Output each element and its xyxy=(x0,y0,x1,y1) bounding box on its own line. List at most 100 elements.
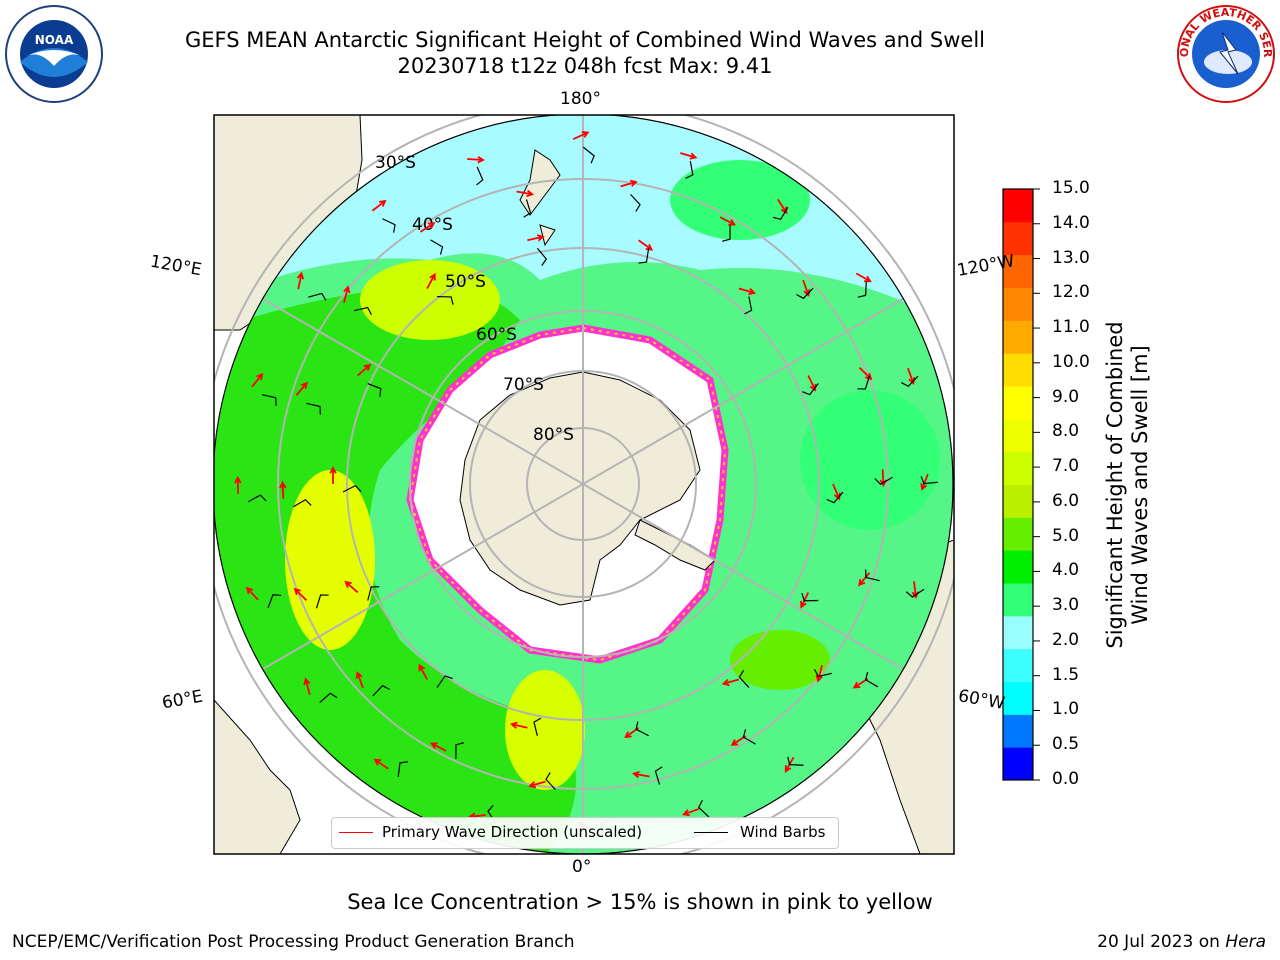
legend-wave-line xyxy=(339,832,373,833)
wave-arrow xyxy=(920,473,929,491)
wave-arrow xyxy=(467,156,485,164)
wave-field-5m xyxy=(214,284,576,854)
wave-arrow xyxy=(373,758,389,770)
colorbar-segment xyxy=(1003,254,1033,288)
lat-label-70s: 70°S xyxy=(503,375,544,395)
wind-barbs xyxy=(247,146,938,837)
footer-date-text: 20 Jul 2023 on xyxy=(1097,932,1226,952)
wave-arrow xyxy=(721,678,740,687)
wave-arrow xyxy=(777,198,788,215)
colorbar-segment xyxy=(1003,287,1033,321)
colorbar-title-line1: Significant Height of Combined xyxy=(1103,321,1127,649)
wind-barb xyxy=(315,594,329,609)
land-africa xyxy=(214,699,301,854)
wave-arrow xyxy=(802,279,811,297)
colorbar-segment xyxy=(1003,648,1033,682)
wind-barb xyxy=(857,281,867,298)
colorbar-segment xyxy=(1003,517,1033,551)
wind-barb xyxy=(814,669,833,678)
wave-max-ne xyxy=(800,390,940,530)
wind-barb xyxy=(630,193,641,212)
wave-arrow xyxy=(815,665,823,683)
colorbar-segment xyxy=(1003,189,1033,223)
wave-arrow xyxy=(516,189,535,198)
colorbar-segment xyxy=(1003,418,1033,453)
svg-text:NOAA: NOAA xyxy=(35,33,74,47)
colorbar-tick-label: 1.0 xyxy=(1052,699,1080,720)
wind-barb xyxy=(308,292,327,301)
colorbar-segment xyxy=(1003,615,1033,650)
wind-barb xyxy=(801,592,819,602)
wind-barb xyxy=(900,375,919,388)
colorbar-segment xyxy=(1003,320,1033,354)
footer-credit: NCEP/EMC/Verification Post Processing Pr… xyxy=(12,932,575,952)
wind-barb xyxy=(306,402,321,415)
wave-arrow xyxy=(800,592,810,609)
wind-barb xyxy=(920,475,938,485)
wind-barb xyxy=(536,247,548,266)
wind-barb xyxy=(635,721,649,737)
wave-max-west xyxy=(285,470,375,650)
wave-arrow xyxy=(357,363,372,377)
chart-title: GEFS MEAN Antarctic Significant Height o… xyxy=(184,28,986,52)
wind-barb xyxy=(319,692,338,704)
wave-direction-arrows xyxy=(234,131,929,830)
wave-arrow xyxy=(680,152,698,160)
wind-barb xyxy=(582,146,595,164)
wave-arrow xyxy=(832,483,841,501)
colorbar-tick-label: 1.5 xyxy=(1052,664,1080,685)
wave-arrow xyxy=(907,367,916,385)
wave-max-south xyxy=(505,670,585,790)
wave-arrow xyxy=(355,671,364,689)
colorbar-tick-label: 2.0 xyxy=(1052,629,1080,650)
wind-barb xyxy=(638,248,650,264)
wind-barb xyxy=(342,484,362,493)
colorbar-title: Significant Height of Combined Wind Wave… xyxy=(1103,275,1153,695)
wind-barb xyxy=(367,586,380,601)
wave-arrow xyxy=(426,272,436,289)
wind-barb xyxy=(738,670,750,688)
legend-barb-label: Wind Barbs xyxy=(740,823,826,841)
wave-arrow xyxy=(638,239,654,251)
colorbar-tick-label: 15.0 xyxy=(1052,178,1090,198)
lat-label-80s: 80°S xyxy=(533,425,574,445)
wave-arrow xyxy=(279,480,287,499)
colorbar-tick-label: 7.0 xyxy=(1052,456,1080,477)
wave-arrow xyxy=(245,586,259,601)
wind-barb xyxy=(685,160,694,179)
wave-arrow xyxy=(807,375,817,392)
wind-barb xyxy=(367,382,382,397)
wind-barb xyxy=(545,772,556,791)
colorbar-tick-label: 14.0 xyxy=(1052,212,1090,233)
wind-barb xyxy=(722,225,731,242)
wind-barb xyxy=(772,206,789,221)
wave-arrow xyxy=(293,587,308,601)
wave-arrow xyxy=(509,721,528,729)
wave-patch-n xyxy=(670,160,810,240)
colorbar-segment xyxy=(1003,550,1033,584)
wind-barb xyxy=(372,684,390,697)
wave-arrow xyxy=(527,234,545,242)
wind-barb xyxy=(455,742,464,759)
wave-arrow xyxy=(719,216,736,226)
wave-arrow xyxy=(430,742,447,752)
wave-arrow xyxy=(682,808,700,817)
wind-barb xyxy=(247,494,267,503)
colorbar-segment xyxy=(1003,221,1033,256)
colorbar-tick-label: 6.0 xyxy=(1052,490,1080,511)
colorbar-tick-label: 5.0 xyxy=(1052,525,1080,546)
wave-arrow xyxy=(419,222,436,233)
wave-arrow xyxy=(855,272,872,283)
wind-barb xyxy=(437,295,454,305)
wind-barb xyxy=(697,799,710,818)
wind-barb xyxy=(293,499,312,508)
colorbar-tick-label: 12.0 xyxy=(1052,282,1090,303)
colorbar-tick-label: 10.0 xyxy=(1052,351,1090,372)
colorbar-segment xyxy=(1003,451,1033,485)
wind-barb xyxy=(353,306,372,315)
wave-arrow xyxy=(251,372,264,388)
colorbar-tick-label: 13.0 xyxy=(1052,247,1090,268)
colorbar-title-line2: Wind Waves and Swell [m] xyxy=(1128,345,1152,625)
wind-barb xyxy=(742,729,756,745)
map-legend: Primary Wave Direction (unscaled) Wind B… xyxy=(331,817,839,849)
